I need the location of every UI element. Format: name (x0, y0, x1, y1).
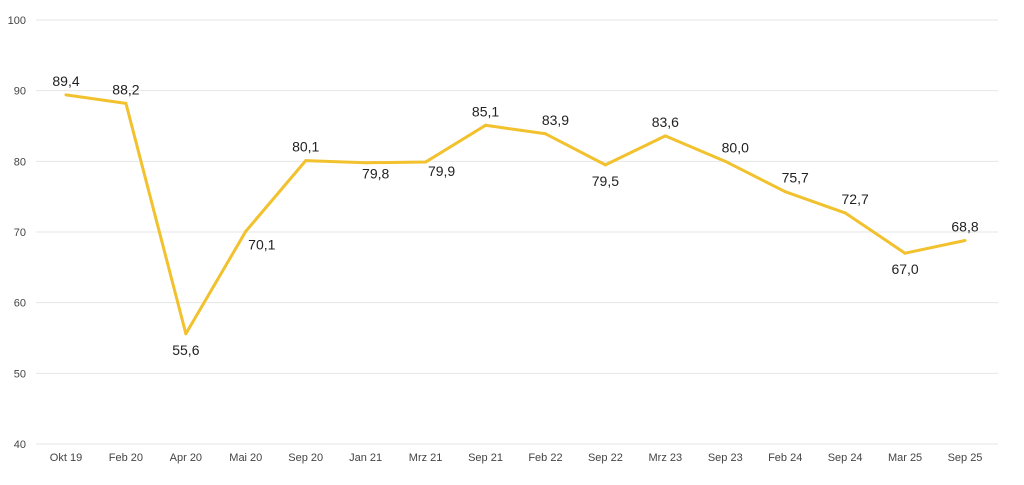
y-tick-label: 100 (8, 15, 26, 27)
data-labels: 89,4 88,2 55,6 70,1 80,1 79,8 79,9 85,1 83,9 79,5… (52, 73, 978, 358)
x-tick-label: Feb 20 (109, 452, 143, 464)
data-label: 72,7 (842, 191, 869, 207)
data-point (903, 251, 907, 255)
y-tick-label: 80 (14, 156, 26, 168)
data-label: 83,6 (652, 114, 679, 130)
x-tick-label: Okt 19 (50, 452, 82, 464)
data-label: 55,6 (172, 342, 199, 358)
data-label: 79,5 (592, 173, 619, 189)
x-tick-label: Feb 24 (768, 452, 802, 464)
x-tick-label: Mar 25 (888, 452, 922, 464)
x-tick-label: Mrz 21 (409, 452, 443, 464)
data-point (484, 123, 488, 127)
x-tick-label: Sep 23 (708, 452, 743, 464)
data-label: 79,8 (362, 166, 389, 182)
data-label: 70,1 (248, 236, 275, 252)
data-point (963, 238, 967, 242)
data-point (603, 163, 607, 167)
series-line (65, 93, 966, 336)
x-tick-label: Apr 20 (170, 452, 202, 464)
data-point (783, 190, 787, 194)
x-axis-ticks: Okt 19 Feb 20 Apr 20 Mai 20 Sep 20 Jan 21 Mrz … (50, 452, 983, 464)
data-label: 75,7 (782, 170, 809, 186)
y-tick-label: 70 (14, 227, 26, 239)
data-point (64, 93, 68, 97)
x-tick-label: Sep 24 (828, 452, 863, 464)
data-point (304, 159, 308, 163)
x-tick-label: Feb 22 (528, 452, 562, 464)
data-point (663, 134, 667, 138)
data-label: 80,0 (722, 139, 749, 155)
data-label: 80,1 (292, 139, 319, 155)
data-label: 88,2 (112, 81, 139, 97)
data-point (723, 159, 727, 163)
data-label: 85,1 (472, 103, 499, 119)
data-point (843, 211, 847, 215)
y-tick-label: 40 (14, 439, 26, 451)
x-tick-label: Sep 21 (468, 452, 503, 464)
data-point (543, 132, 547, 136)
x-tick-label: Mai 20 (229, 452, 262, 464)
data-label: 68,8 (951, 218, 978, 234)
x-tick-label: Sep 25 (948, 452, 983, 464)
y-tick-label: 50 (14, 368, 26, 380)
x-tick-label: Mrz 23 (649, 452, 683, 464)
data-point (244, 229, 248, 233)
x-tick-label: Sep 22 (588, 452, 623, 464)
y-tick-label: 60 (14, 298, 26, 310)
y-tick-label: 90 (14, 86, 26, 98)
x-tick-label: Sep 20 (288, 452, 323, 464)
data-point (124, 101, 128, 105)
data-point (184, 332, 188, 336)
y-axis-ticks: 40 50 60 70 80 90 100 (8, 15, 26, 451)
data-label: 89,4 (52, 73, 79, 89)
data-label: 83,9 (542, 112, 569, 128)
data-label: 79,9 (428, 163, 455, 179)
x-tick-label: Jan 21 (349, 452, 382, 464)
series-lines (64, 93, 967, 336)
data-point (424, 160, 428, 164)
data-point (364, 161, 368, 165)
gridlines (36, 19, 998, 445)
data-label: 67,0 (891, 261, 918, 277)
